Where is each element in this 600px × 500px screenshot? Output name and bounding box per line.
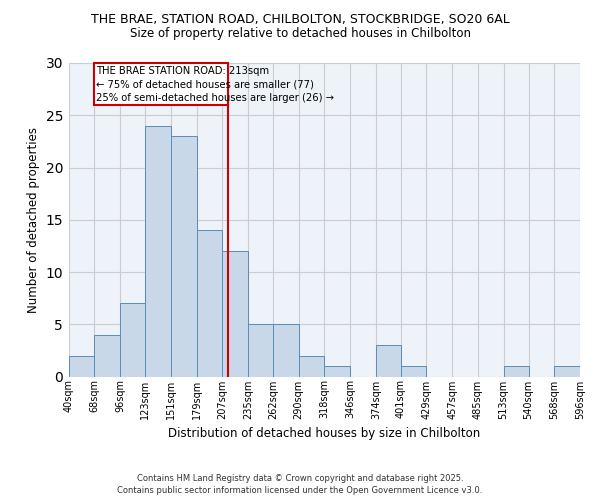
Bar bbox=[248, 324, 273, 376]
FancyBboxPatch shape bbox=[94, 63, 228, 105]
Bar bbox=[94, 334, 120, 376]
Bar bbox=[145, 126, 171, 376]
Text: THE BRAE, STATION ROAD, CHILBOLTON, STOCKBRIDGE, SO20 6AL: THE BRAE, STATION ROAD, CHILBOLTON, STOC… bbox=[91, 12, 509, 26]
Bar bbox=[503, 366, 529, 376]
Bar bbox=[197, 230, 222, 376]
Text: Size of property relative to detached houses in Chilbolton: Size of property relative to detached ho… bbox=[130, 28, 470, 40]
Text: Contains HM Land Registry data © Crown copyright and database right 2025.
Contai: Contains HM Land Registry data © Crown c… bbox=[118, 474, 482, 495]
Bar bbox=[554, 366, 580, 376]
Bar bbox=[222, 251, 248, 376]
Bar bbox=[69, 356, 94, 376]
Bar bbox=[171, 136, 197, 376]
X-axis label: Distribution of detached houses by size in Chilbolton: Distribution of detached houses by size … bbox=[168, 427, 481, 440]
Bar bbox=[376, 345, 401, 376]
Bar bbox=[299, 356, 325, 376]
Text: THE BRAE STATION ROAD: 213sqm
← 75% of detached houses are smaller (77)
25% of s: THE BRAE STATION ROAD: 213sqm ← 75% of d… bbox=[96, 66, 334, 102]
Y-axis label: Number of detached properties: Number of detached properties bbox=[27, 127, 40, 313]
Bar bbox=[273, 324, 299, 376]
Bar bbox=[120, 304, 145, 376]
Bar bbox=[401, 366, 427, 376]
Bar bbox=[325, 366, 350, 376]
